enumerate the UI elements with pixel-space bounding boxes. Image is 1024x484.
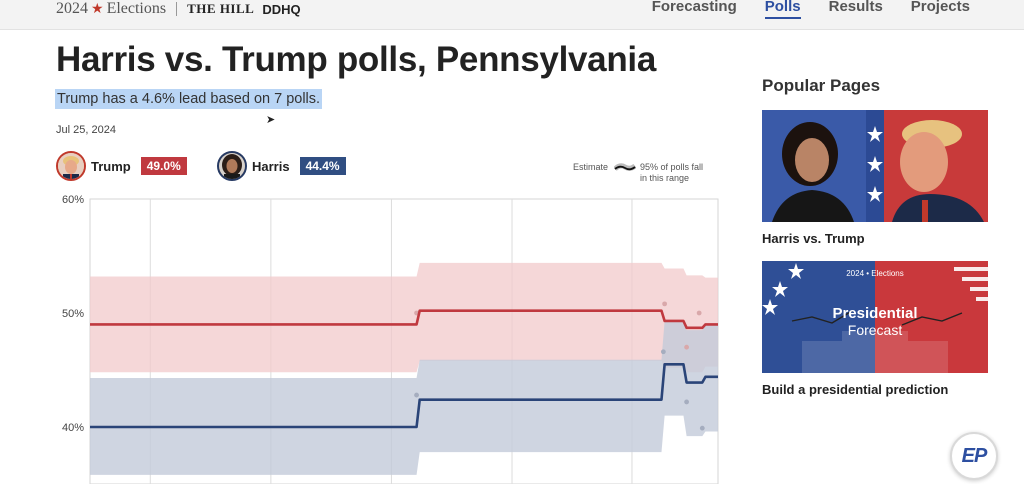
forecast-card-kicker: 2024 • Elections — [846, 269, 904, 278]
trump-avatar — [56, 151, 86, 181]
legend-band-line2: in this range — [640, 173, 690, 183]
chart-legend: Estimate 95% of polls fall in this range — [573, 162, 703, 184]
forecast-card-title: Presidential — [832, 305, 918, 322]
brand-name: Elections — [106, 0, 167, 17]
harris-vs-trump-link[interactable]: Harris vs. Trump — [762, 231, 865, 246]
poll-point-trump — [696, 310, 702, 316]
candidate-harris: Harris 44.4% — [217, 151, 346, 181]
nav-forecasting[interactable]: Forecasting — [651, 0, 737, 15]
the-hill-logo: THE HILL — [187, 1, 255, 16]
main-nav: Forecasting Polls Results Projects — [624, 0, 970, 19]
nav-polls[interactable]: Polls — [764, 0, 801, 19]
ddhq-logo: DDHQ — [262, 1, 301, 17]
top-bar: 2024 ★ Elections THE HILL DDHQ Forecasti… — [0, 0, 1024, 30]
poll-point-harris — [684, 399, 689, 405]
poll-point-harris — [699, 425, 705, 431]
forecast-card-subtitle: Forecast — [847, 322, 903, 338]
candidate-name: Trump — [91, 158, 131, 174]
poll-point-trump — [662, 301, 668, 307]
y-tick-label: 40% — [62, 422, 84, 434]
ep-logo-text: EP — [961, 444, 988, 467]
band-trump — [90, 262, 718, 373]
page-title: Harris vs. Trump polls, Pennsylvania — [56, 40, 656, 79]
presidential-forecast-card-image[interactable]: 2024 • Elections Presidential Forecast — [762, 261, 988, 373]
candidate-trump: Trump 49.0% — [56, 151, 187, 181]
legend-band-swatch — [614, 163, 637, 171]
candidate-name: Harris — [252, 158, 290, 174]
mouse-cursor-icon: ➤ — [266, 114, 276, 126]
poll-chart: 60% 50% 40% — [62, 194, 719, 484]
poll-point-trump — [684, 344, 689, 350]
band-harris — [90, 320, 718, 475]
brand-logo[interactable]: 2024 ★ Elections THE HILL DDHQ — [56, 0, 301, 18]
line-trump — [90, 309, 718, 330]
star-icon: ★ — [91, 1, 104, 17]
brand-divider — [176, 2, 178, 16]
nav-results[interactable]: Results — [828, 0, 883, 15]
legend-estimate-label: Estimate — [573, 162, 609, 172]
brand-year: 2024 — [56, 0, 88, 17]
line-harris — [90, 363, 718, 429]
candidate-percent: 49.0% — [140, 157, 187, 175]
nav-projects[interactable]: Projects — [910, 0, 970, 15]
ep-watermark-logo: EP — [950, 432, 998, 480]
poll-point-harris — [414, 392, 419, 398]
y-tick-label: 60% — [62, 194, 84, 206]
legend-band-line1: 95% of polls fall — [640, 162, 704, 172]
poll-date: Jul 25, 2024 — [56, 124, 116, 136]
poll-point-harris — [660, 349, 666, 355]
harris-vs-trump-card-image[interactable] — [762, 110, 988, 222]
candidate-percent: 44.4% — [299, 157, 346, 175]
y-tick-label: 50% — [62, 308, 84, 320]
popular-pages-title: Popular Pages — [762, 76, 881, 95]
harris-avatar — [217, 151, 247, 181]
legend-band-label: 95% of polls fall in this range — [640, 162, 703, 184]
build-prediction-link[interactable]: Build a presidential prediction — [762, 382, 949, 397]
poll-summary: Trump has a 4.6% lead based on 7 polls. — [55, 89, 323, 109]
